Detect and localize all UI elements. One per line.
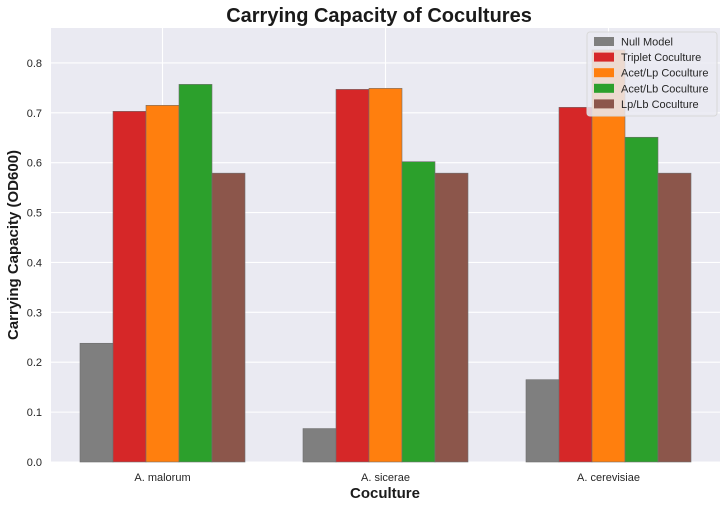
x-tick-label: A. cerevisiae [577, 472, 640, 484]
bar-acet-lb-coculture-a-malorum [178, 84, 213, 463]
y-tick-label: 0.1 [27, 407, 42, 419]
legend-entry-label: Acet/Lb Coculture [621, 83, 708, 95]
legend-swatch [594, 68, 614, 78]
bar-null-model-a-cerevisiae [525, 379, 560, 463]
y-tick-label: 0.3 [27, 307, 42, 319]
y-tick-label: 0.7 [27, 108, 42, 120]
legend: Null Model Triplet Coculture Acet/Lp Cocul… [586, 31, 718, 117]
bar-null-model-a-sicerae [302, 428, 337, 463]
bar-acet-lb-coculture-a-cerevisiae [624, 136, 659, 463]
y-tick-label: 0.0 [27, 457, 42, 469]
x-tick-label: A. malorum [134, 472, 190, 484]
legend-box [586, 31, 718, 117]
bar-triplet-coculture-a-malorum [112, 111, 147, 463]
bar-acet-lp-coculture-a-malorum [145, 105, 180, 463]
bar-triplet-coculture-a-cerevisiae [558, 107, 593, 463]
legend-swatch [594, 99, 614, 109]
x-tick-labels: A. malorum A. sicerae A. cerevisiae [134, 472, 640, 484]
x-axis-label: Coculture [350, 485, 420, 502]
y-tick-labels: 0.0 0.1 0.2 0.3 0.4 0.5 0.6 0.7 0.8 [27, 58, 42, 469]
legend-swatch [594, 37, 614, 46]
bars [79, 49, 692, 463]
legend-entry-label: Triplet Coculture [621, 52, 701, 64]
legend-swatch [594, 83, 614, 93]
bar-null-model-a-malorum [79, 342, 114, 463]
bar-lp-lb-coculture-a-sicerae [434, 172, 469, 463]
x-tick-label: A. sicerae [361, 472, 410, 484]
y-tick-label: 0.5 [27, 208, 42, 220]
bar-lp-lb-coculture-a-malorum [211, 172, 246, 463]
legend-entry-label: Lp/Lb Coculture [621, 99, 699, 111]
y-tick-label: 0.4 [27, 257, 42, 269]
y-tick-label: 0.8 [27, 58, 42, 70]
bar-acet-lb-coculture-a-sicerae [401, 161, 436, 463]
bar-acet-lp-coculture-a-sicerae [368, 88, 403, 463]
bar-lp-lb-coculture-a-cerevisiae [657, 172, 692, 463]
bar-acet-lp-coculture-a-cerevisiae [591, 49, 626, 463]
y-axis-label: Carrying Capacity (OD600) [5, 150, 22, 340]
legend-entry-label: Null Model [621, 37, 673, 49]
legend-entry-label: Acet/Lp Coculture [621, 68, 708, 80]
y-tick-label: 0.2 [27, 357, 42, 369]
bar-triplet-coculture-a-sicerae [335, 89, 370, 463]
legend-swatch [594, 52, 614, 62]
chart-title: Carrying Capacity of Cocultures [226, 5, 532, 27]
y-tick-label: 0.6 [27, 158, 42, 170]
